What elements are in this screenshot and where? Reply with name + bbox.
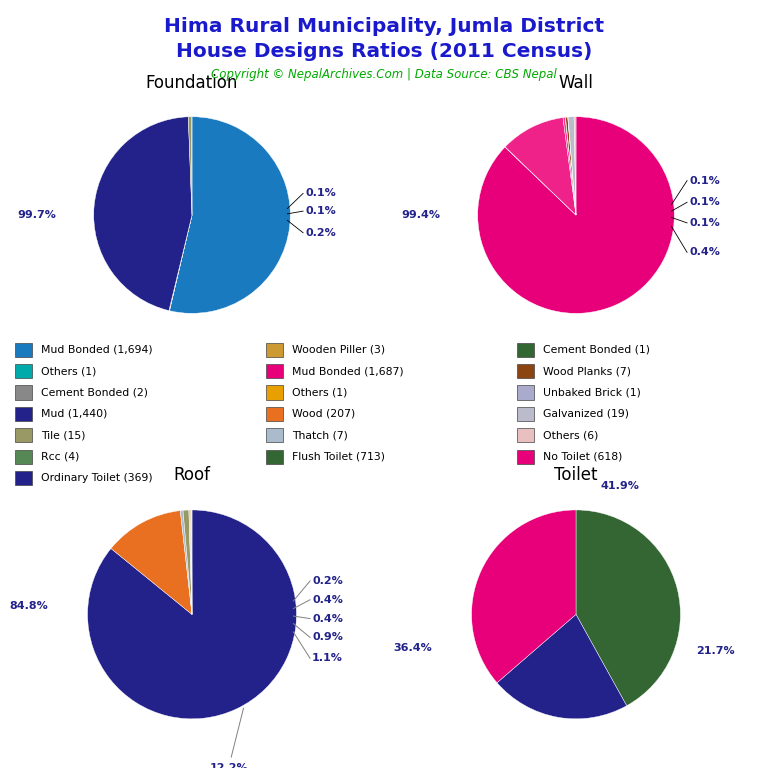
Bar [517, 428, 534, 442]
Wedge shape [505, 147, 576, 215]
Bar [266, 428, 283, 442]
Text: 21.7%: 21.7% [696, 646, 735, 656]
Wedge shape [169, 215, 192, 311]
Bar [517, 407, 534, 421]
Bar [266, 343, 283, 357]
Text: No Toilet (618): No Toilet (618) [542, 452, 622, 462]
Text: Rcc (4): Rcc (4) [41, 452, 79, 462]
Text: 41.9%: 41.9% [601, 481, 639, 492]
Text: 0.1%: 0.1% [305, 188, 336, 198]
Wedge shape [170, 117, 290, 313]
Wedge shape [565, 118, 576, 215]
Text: Ordinary Toilet (369): Ordinary Toilet (369) [41, 473, 152, 483]
Wedge shape [88, 510, 296, 719]
Wedge shape [189, 510, 192, 614]
Text: Tile (15): Tile (15) [41, 430, 85, 440]
Text: Others (1): Others (1) [41, 366, 96, 376]
Text: House Designs Ratios (2011 Census): House Designs Ratios (2011 Census) [176, 42, 592, 61]
Text: 1.1%: 1.1% [312, 654, 343, 664]
Wedge shape [180, 511, 192, 614]
Text: Wooden Piller (3): Wooden Piller (3) [292, 345, 385, 355]
Bar [15, 471, 31, 485]
Wedge shape [563, 118, 576, 215]
Text: 0.1%: 0.1% [689, 197, 720, 207]
Wedge shape [169, 215, 192, 311]
Wedge shape [568, 117, 576, 215]
Wedge shape [111, 511, 192, 614]
Text: Cement Bonded (2): Cement Bonded (2) [41, 388, 147, 398]
Text: 0.4%: 0.4% [312, 594, 343, 604]
Title: Wall: Wall [558, 74, 594, 92]
Text: 99.7%: 99.7% [18, 210, 56, 220]
Text: Wood (207): Wood (207) [292, 409, 355, 419]
Wedge shape [576, 510, 680, 706]
Text: 0.2%: 0.2% [312, 576, 343, 586]
Text: 0.4%: 0.4% [689, 247, 720, 257]
Bar [266, 407, 283, 421]
Text: 99.4%: 99.4% [402, 210, 440, 220]
Text: Others (1): Others (1) [292, 388, 347, 398]
Text: 0.1%: 0.1% [305, 206, 336, 216]
Text: 0.2%: 0.2% [305, 228, 336, 238]
Wedge shape [497, 614, 627, 719]
Bar [15, 407, 31, 421]
Wedge shape [505, 118, 576, 215]
Bar [15, 428, 31, 442]
Text: 36.4%: 36.4% [393, 643, 432, 653]
Bar [266, 449, 283, 464]
Text: 0.1%: 0.1% [689, 176, 720, 186]
Wedge shape [574, 117, 576, 215]
Bar [517, 343, 534, 357]
Bar [15, 449, 31, 464]
Bar [517, 386, 534, 399]
Text: Others (6): Others (6) [542, 430, 598, 440]
Text: Thatch (7): Thatch (7) [292, 430, 348, 440]
Wedge shape [190, 510, 192, 614]
Wedge shape [565, 117, 576, 215]
Wedge shape [94, 117, 192, 310]
Wedge shape [568, 117, 576, 215]
Title: Roof: Roof [174, 465, 210, 484]
Title: Foundation: Foundation [146, 74, 238, 92]
Text: Cement Bonded (1): Cement Bonded (1) [542, 345, 650, 355]
Text: Hima Rural Municipality, Jumla District: Hima Rural Municipality, Jumla District [164, 17, 604, 36]
Bar [15, 386, 31, 399]
Text: Flush Toilet (713): Flush Toilet (713) [292, 452, 385, 462]
Bar [517, 364, 534, 378]
Text: 12.2%: 12.2% [209, 708, 248, 768]
Text: Copyright © NepalArchives.Com | Data Source: CBS Nepal: Copyright © NepalArchives.Com | Data Sou… [211, 68, 557, 81]
Bar [517, 449, 534, 464]
Bar [266, 386, 283, 399]
Title: Toilet: Toilet [554, 465, 598, 484]
Bar [266, 364, 283, 378]
Text: Mud Bonded (1,694): Mud Bonded (1,694) [41, 345, 152, 355]
Wedge shape [191, 117, 192, 215]
Bar [15, 364, 31, 378]
Text: Wood Planks (7): Wood Planks (7) [542, 366, 631, 376]
Text: Unbaked Brick (1): Unbaked Brick (1) [542, 388, 641, 398]
Wedge shape [472, 510, 576, 683]
Text: Mud Bonded (1,687): Mud Bonded (1,687) [292, 366, 403, 376]
Text: 84.8%: 84.8% [9, 601, 48, 611]
Text: 0.9%: 0.9% [312, 632, 343, 642]
Text: Galvanized (19): Galvanized (19) [542, 409, 628, 419]
Wedge shape [183, 510, 192, 614]
Wedge shape [188, 117, 192, 215]
Text: 0.4%: 0.4% [312, 614, 343, 624]
Text: 0.1%: 0.1% [689, 218, 720, 228]
Wedge shape [478, 117, 674, 313]
Text: Mud (1,440): Mud (1,440) [41, 409, 108, 419]
Bar [15, 343, 31, 357]
